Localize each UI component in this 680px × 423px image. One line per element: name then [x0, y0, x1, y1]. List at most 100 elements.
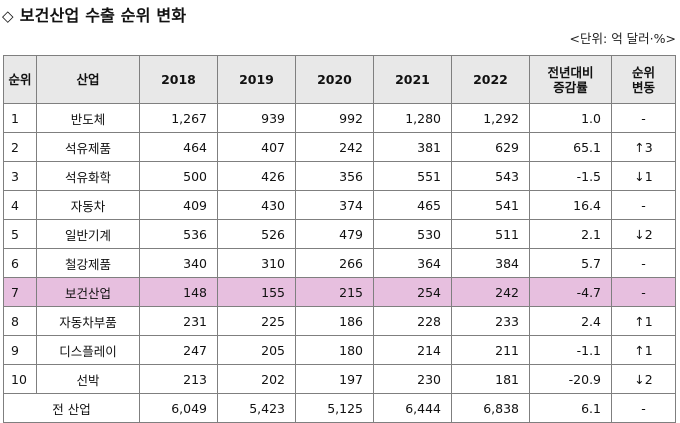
rank-cell: 7: [3, 277, 37, 307]
header-growth-line1: 전년대비: [547, 64, 594, 80]
total-value-cell: 5,423: [217, 393, 296, 423]
header-row: 순위 산업 2018 2019 2020 2021 2022 전년대비 증감률 순…: [3, 55, 676, 104]
value-cell: 364: [373, 248, 452, 278]
header-growth: 전년대비 증감률: [529, 55, 612, 104]
header-year: 2018: [139, 55, 218, 104]
total-label: 전 산업: [3, 393, 140, 423]
value-cell: 374: [295, 190, 374, 220]
value-cell: 181: [451, 364, 530, 394]
value-cell: 992: [295, 103, 374, 133]
industry-cell: 선박: [36, 364, 140, 394]
value-cell: 356: [295, 161, 374, 191]
value-cell: 541: [451, 190, 530, 220]
growth-cell: 16.4: [529, 190, 612, 220]
value-cell: 384: [451, 248, 530, 278]
table-row: 5 일반기계 536 526 479 530 511 2.1 ↓2: [3, 219, 676, 249]
value-cell: 197: [295, 364, 374, 394]
growth-cell: 65.1: [529, 132, 612, 162]
industry-cell: 반도체: [36, 103, 140, 133]
value-cell: 526: [217, 219, 296, 249]
total-value-cell: 5,125: [295, 393, 374, 423]
value-cell: 465: [373, 190, 452, 220]
value-cell: 536: [139, 219, 218, 249]
header-rank: 순위: [3, 55, 37, 104]
value-cell: 479: [295, 219, 374, 249]
table-row: 6 철강제품 340 310 266 364 384 5.7-: [3, 248, 676, 278]
value-cell: 230: [373, 364, 452, 394]
header-change: 순위 변동: [611, 55, 676, 104]
export-rank-table: 순위 산업 2018 2019 2020 2021 2022 전년대비 증감률 순…: [3, 55, 676, 423]
value-cell: 551: [373, 161, 452, 191]
industry-cell: 철강제품: [36, 248, 140, 278]
growth-cell: 5.7: [529, 248, 612, 278]
value-cell: 186: [295, 306, 374, 336]
total-growth-cell: 6.1: [529, 393, 612, 423]
header-growth-line2: 증감률: [553, 79, 588, 95]
total-change-cell: -: [611, 393, 676, 423]
value-cell: 180: [295, 335, 374, 365]
rank-change-cell: ↓1: [611, 161, 676, 191]
total-value-cell: 6,444: [373, 393, 452, 423]
value-cell: 543: [451, 161, 530, 191]
value-cell: 155: [217, 277, 296, 307]
table-row: 7 보건산업 148 155 215 254 242 -4.7-: [3, 277, 676, 307]
value-cell: 500: [139, 161, 218, 191]
value-cell: 939: [217, 103, 296, 133]
value-cell: 409: [139, 190, 218, 220]
rank-change-cell: ↓2: [611, 219, 676, 249]
industry-cell: 일반기계: [36, 219, 140, 249]
value-cell: 233: [451, 306, 530, 336]
table-row: 10 선박 213 202 197 230 181 -20.9 ↓2: [3, 364, 676, 394]
value-cell: 202: [217, 364, 296, 394]
rank-cell: 3: [3, 161, 37, 191]
value-cell: 205: [217, 335, 296, 365]
table-row: 9 디스플레이 247 205 180 214 211 -1.1 ↑1: [3, 335, 676, 365]
title-text: 보건산업 수출 순위 변화: [19, 6, 187, 25]
value-cell: 340: [139, 248, 218, 278]
value-cell: 407: [217, 132, 296, 162]
growth-cell: 2.1: [529, 219, 612, 249]
value-cell: 231: [139, 306, 218, 336]
value-cell: 213: [139, 364, 218, 394]
value-cell: 242: [451, 277, 530, 307]
table-row: 3 석유화학 500 426 356 551 543 -1.5 ↓1: [3, 161, 676, 191]
value-cell: 464: [139, 132, 218, 162]
rank-cell: 5: [3, 219, 37, 249]
total-value-cell: 6,049: [139, 393, 218, 423]
value-cell: 242: [295, 132, 374, 162]
value-cell: 530: [373, 219, 452, 249]
rank-change-cell: ↑1: [611, 335, 676, 365]
value-cell: 1,292: [451, 103, 530, 133]
value-cell: 1,280: [373, 103, 452, 133]
value-cell: 214: [373, 335, 452, 365]
unit-note: <단위: 억 달러·%>: [569, 31, 676, 46]
value-cell: 266: [295, 248, 374, 278]
value-cell: 426: [217, 161, 296, 191]
value-cell: 511: [451, 219, 530, 249]
value-cell: 430: [217, 190, 296, 220]
rank-cell: 6: [3, 248, 37, 278]
header-year: 2020: [295, 55, 374, 104]
value-cell: 310: [217, 248, 296, 278]
growth-cell: -20.9: [529, 364, 612, 394]
value-cell: 1,267: [139, 103, 218, 133]
rank-change-cell: ↑1: [611, 306, 676, 336]
growth-cell: 2.4: [529, 306, 612, 336]
rank-change-cell: -: [611, 103, 676, 133]
value-cell: 228: [373, 306, 452, 336]
value-cell: 254: [373, 277, 452, 307]
industry-cell: 자동차부품: [36, 306, 140, 336]
value-cell: 247: [139, 335, 218, 365]
rank-change-cell: -: [611, 248, 676, 278]
value-cell: 215: [295, 277, 374, 307]
diamond-icon: ◇: [2, 7, 14, 25]
industry-cell: 석유화학: [36, 161, 140, 191]
growth-cell: -1.5: [529, 161, 612, 191]
growth-cell: 1.0: [529, 103, 612, 133]
growth-cell: -1.1: [529, 335, 612, 365]
table-row: 1 반도체 1,267 939 992 1,280 1,292 1.0-: [3, 103, 676, 133]
rank-change-cell: ↓2: [611, 364, 676, 394]
rank-cell: 2: [3, 132, 37, 162]
industry-cell: 보건산업: [36, 277, 140, 307]
industry-cell: 디스플레이: [36, 335, 140, 365]
